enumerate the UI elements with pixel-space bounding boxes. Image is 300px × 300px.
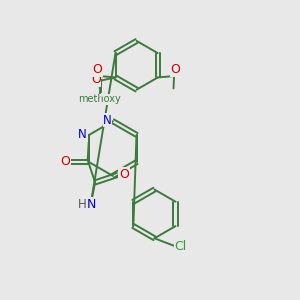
Text: N: N — [87, 198, 96, 211]
Text: N: N — [103, 114, 112, 127]
Text: methoxy: methoxy — [100, 97, 106, 99]
Text: O: O — [171, 63, 181, 76]
Text: methoxy: methoxy — [98, 96, 104, 98]
Text: O: O — [91, 74, 101, 86]
Text: H: H — [78, 198, 87, 211]
Text: O: O — [119, 168, 129, 181]
Text: O: O — [93, 63, 103, 76]
Text: O: O — [61, 155, 70, 168]
Text: Cl: Cl — [174, 240, 186, 254]
Text: methoxy: methoxy — [78, 94, 121, 104]
Text: N: N — [78, 128, 87, 141]
